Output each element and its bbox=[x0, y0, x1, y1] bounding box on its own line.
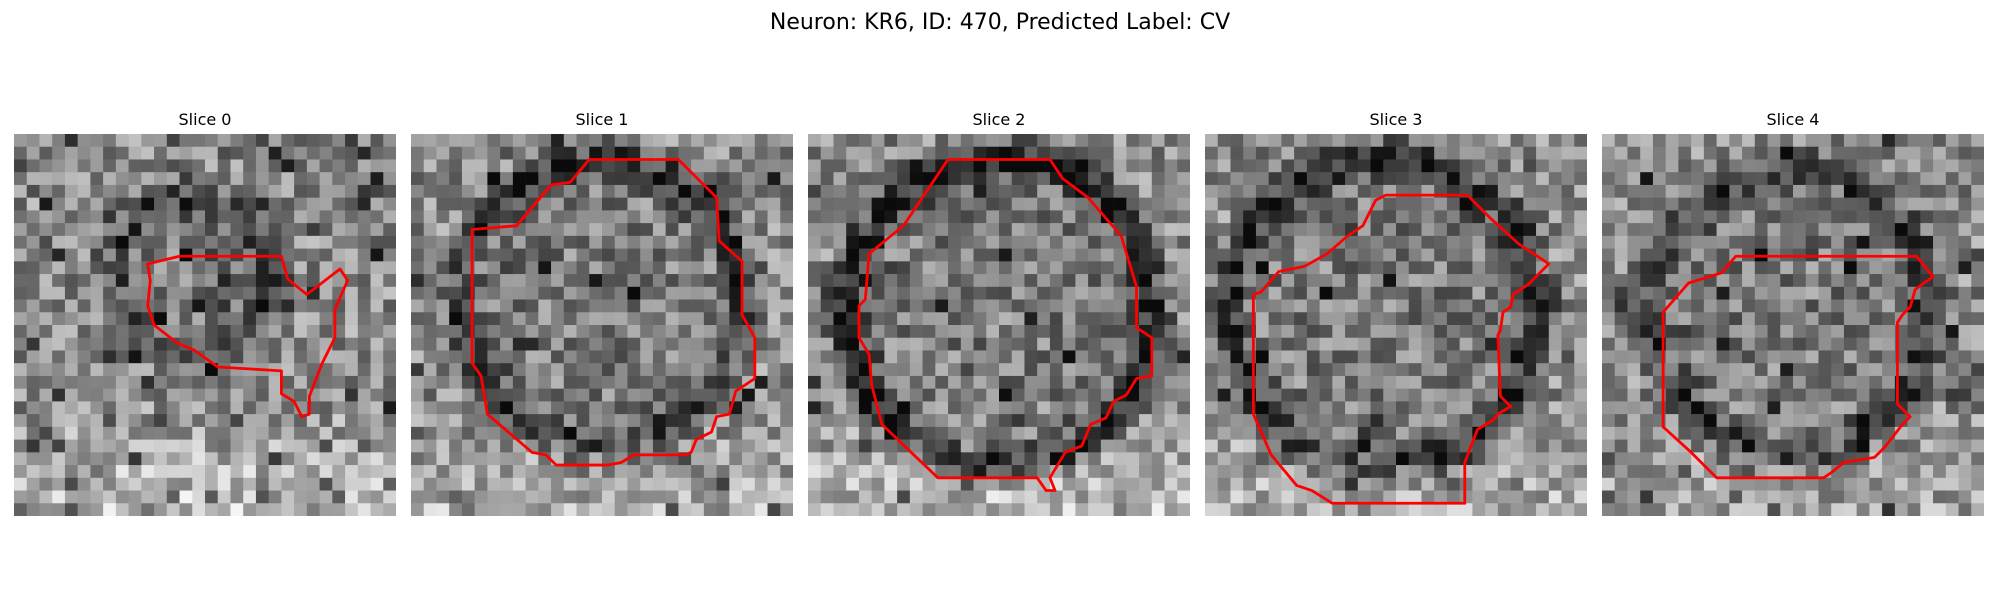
slice-panel-0: Slice 0 bbox=[14, 108, 396, 516]
slice-title-2: Slice 2 bbox=[808, 108, 1190, 132]
pixel-grid bbox=[808, 134, 1190, 516]
slice-image-1 bbox=[411, 134, 793, 516]
slice-image-3 bbox=[1205, 134, 1587, 516]
pixel-grid bbox=[14, 134, 396, 516]
slice-image-4 bbox=[1602, 134, 1984, 516]
slice-title-3: Slice 3 bbox=[1205, 108, 1587, 132]
slice-panel-1: Slice 1 bbox=[411, 108, 793, 516]
slice-image-2 bbox=[808, 134, 1190, 516]
slice-panel-4: Slice 4 bbox=[1602, 108, 1984, 516]
pixel-grid bbox=[411, 134, 793, 516]
slice-title-1: Slice 1 bbox=[411, 108, 793, 132]
pixel-grid bbox=[1205, 134, 1587, 516]
slice-panel-3: Slice 3 bbox=[1205, 108, 1587, 516]
slice-panel-2: Slice 2 bbox=[808, 108, 1190, 516]
slice-title-4: Slice 4 bbox=[1602, 108, 1984, 132]
slice-image-0 bbox=[14, 134, 396, 516]
figure-title: Neuron: KR6, ID: 470, Predicted Label: C… bbox=[0, 8, 2000, 38]
slice-title-0: Slice 0 bbox=[14, 108, 396, 132]
pixel-grid bbox=[1602, 134, 1984, 516]
